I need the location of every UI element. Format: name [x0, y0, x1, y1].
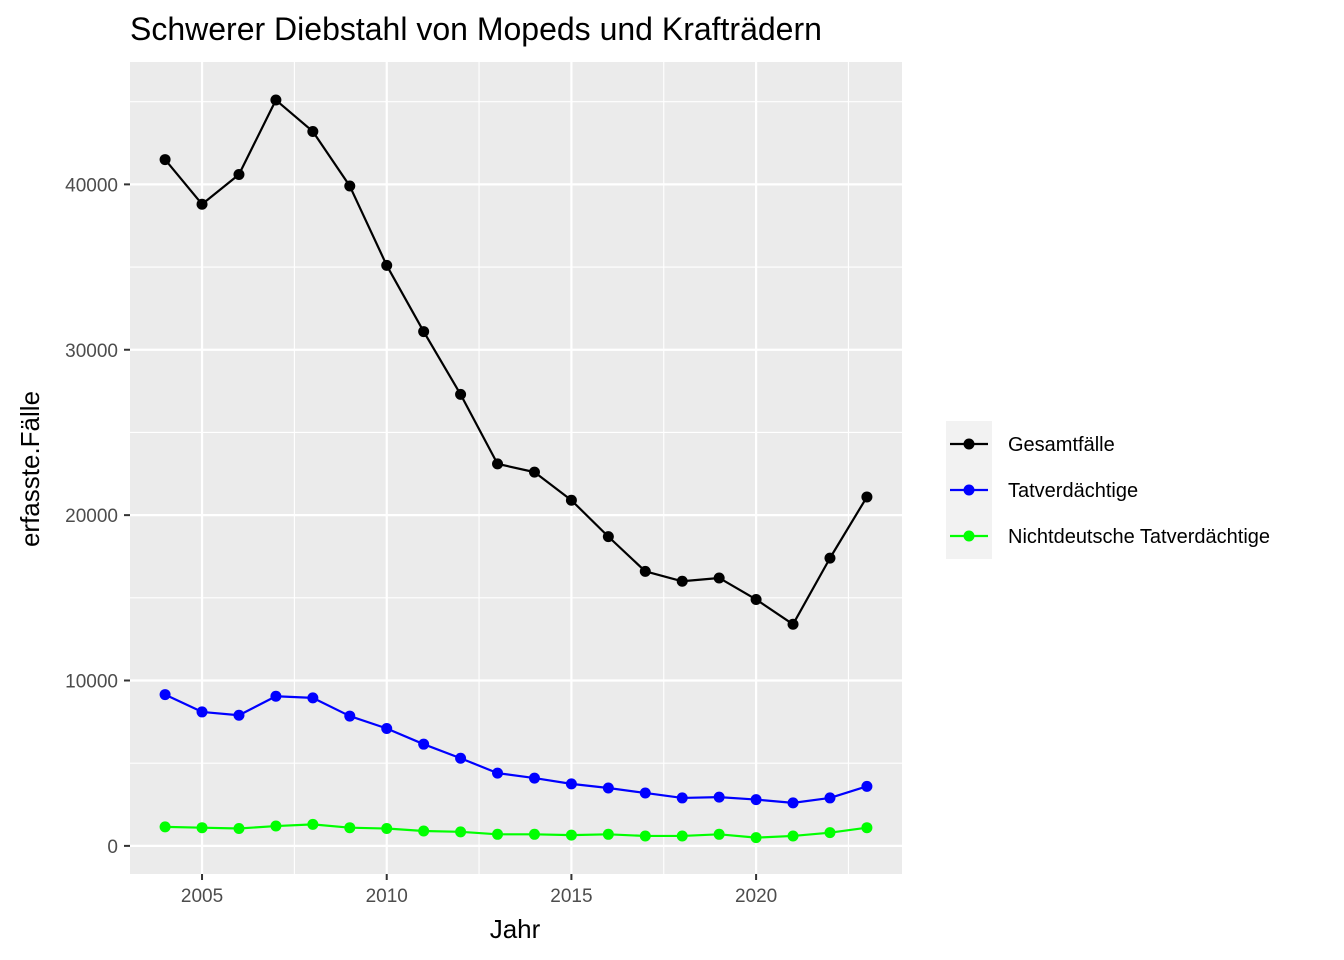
data-point: [418, 825, 430, 837]
data-point: [713, 828, 725, 840]
data-point: [861, 822, 873, 834]
data-point: [344, 180, 356, 192]
y-tick-label: 20000: [65, 506, 118, 527]
data-point: [676, 830, 688, 842]
legend-item: Tatverdächtige: [950, 480, 1138, 502]
data-point: [565, 829, 577, 841]
y-tick-label: 30000: [65, 341, 118, 362]
data-point: [381, 259, 393, 271]
x-tick-label: 2020: [735, 886, 777, 907]
data-point: [270, 820, 282, 832]
data-point: [455, 826, 467, 838]
data-point: [639, 830, 651, 842]
data-point: [381, 823, 393, 835]
series-line: [164, 98, 868, 626]
data-point: [750, 593, 762, 605]
data-point: [676, 792, 688, 804]
data-point: [676, 575, 688, 587]
data-point: [307, 125, 319, 137]
data-point: [307, 818, 319, 830]
legend: Gesamtfälle Tatverdächtige Nichtdeutsche T…: [946, 421, 1270, 559]
y-axis: 0 10000 20000 30000 40000: [65, 175, 130, 858]
x-axis: 2005 2010 2015 2020: [181, 874, 777, 907]
data-point: [861, 780, 873, 792]
data-point: [861, 491, 873, 503]
data-point: [233, 823, 245, 835]
legend-key-point: [963, 530, 975, 542]
data-point: [455, 752, 467, 764]
series-2: [159, 689, 873, 809]
data-point: [492, 767, 504, 779]
series-3: [159, 818, 873, 844]
data-point: [344, 710, 356, 722]
data-point: [418, 738, 430, 750]
legend-label: Nichtdeutsche Tatverdächtige: [1008, 526, 1270, 548]
data-point: [713, 572, 725, 584]
legend-key-point: [963, 438, 975, 450]
data-point: [344, 822, 356, 834]
data-point: [750, 832, 762, 844]
data-point: [565, 778, 577, 790]
data-point: [307, 692, 319, 704]
y-axis-title: erfasste.Fälle: [15, 391, 45, 547]
data-point: [528, 828, 540, 840]
minor-gridlines: [130, 62, 902, 874]
series-line: [164, 693, 868, 804]
data-point: [196, 706, 208, 718]
x-tick-label: 2005: [181, 886, 223, 907]
data-point: [824, 827, 836, 839]
data-point: [602, 782, 614, 794]
data-point: [565, 494, 577, 506]
data-point: [787, 830, 799, 842]
data-point: [159, 821, 171, 833]
chart-title: Schwerer Diebstahl von Mopeds und Kraftr…: [130, 11, 822, 47]
x-tick-label: 2015: [550, 886, 592, 907]
data-point: [824, 552, 836, 564]
data-point: [639, 787, 651, 799]
data-point: [787, 797, 799, 809]
legend-label: Tatverdächtige: [1008, 480, 1138, 502]
y-tick-label: 10000: [65, 672, 118, 693]
legend-label: Gesamtfälle: [1008, 434, 1115, 456]
data-point: [381, 722, 393, 734]
data-point: [159, 154, 171, 166]
data-point: [492, 458, 504, 470]
data-point: [639, 565, 651, 577]
major-gridlines: [130, 62, 902, 874]
data-point: [602, 531, 614, 543]
data-point: [602, 828, 614, 840]
x-tick-label: 2010: [366, 886, 408, 907]
data-point: [824, 792, 836, 804]
data-point: [713, 791, 725, 803]
y-tick-label: 40000: [65, 175, 118, 196]
data-point: [455, 388, 467, 400]
data-point: [492, 828, 504, 840]
data-point: [787, 618, 799, 630]
y-tick-label: 0: [107, 837, 118, 858]
data-point: [528, 466, 540, 478]
data-point: [270, 94, 282, 106]
data-point: [270, 690, 282, 702]
data-point: [233, 168, 245, 180]
data-point: [233, 709, 245, 721]
legend-key-point: [963, 484, 975, 496]
data-point: [418, 326, 430, 338]
legend-item: Nichtdeutsche Tatverdächtige: [950, 526, 1270, 548]
series-1: [159, 94, 873, 630]
series-line: [165, 823, 868, 839]
x-axis-title: Jahr: [490, 914, 541, 944]
data-point: [159, 689, 171, 701]
data-point: [750, 794, 762, 806]
data-point: [196, 822, 208, 834]
series-layer: [159, 94, 873, 844]
legend-item: Gesamtfälle: [950, 434, 1115, 456]
data-point: [528, 772, 540, 784]
data-point: [196, 198, 208, 210]
